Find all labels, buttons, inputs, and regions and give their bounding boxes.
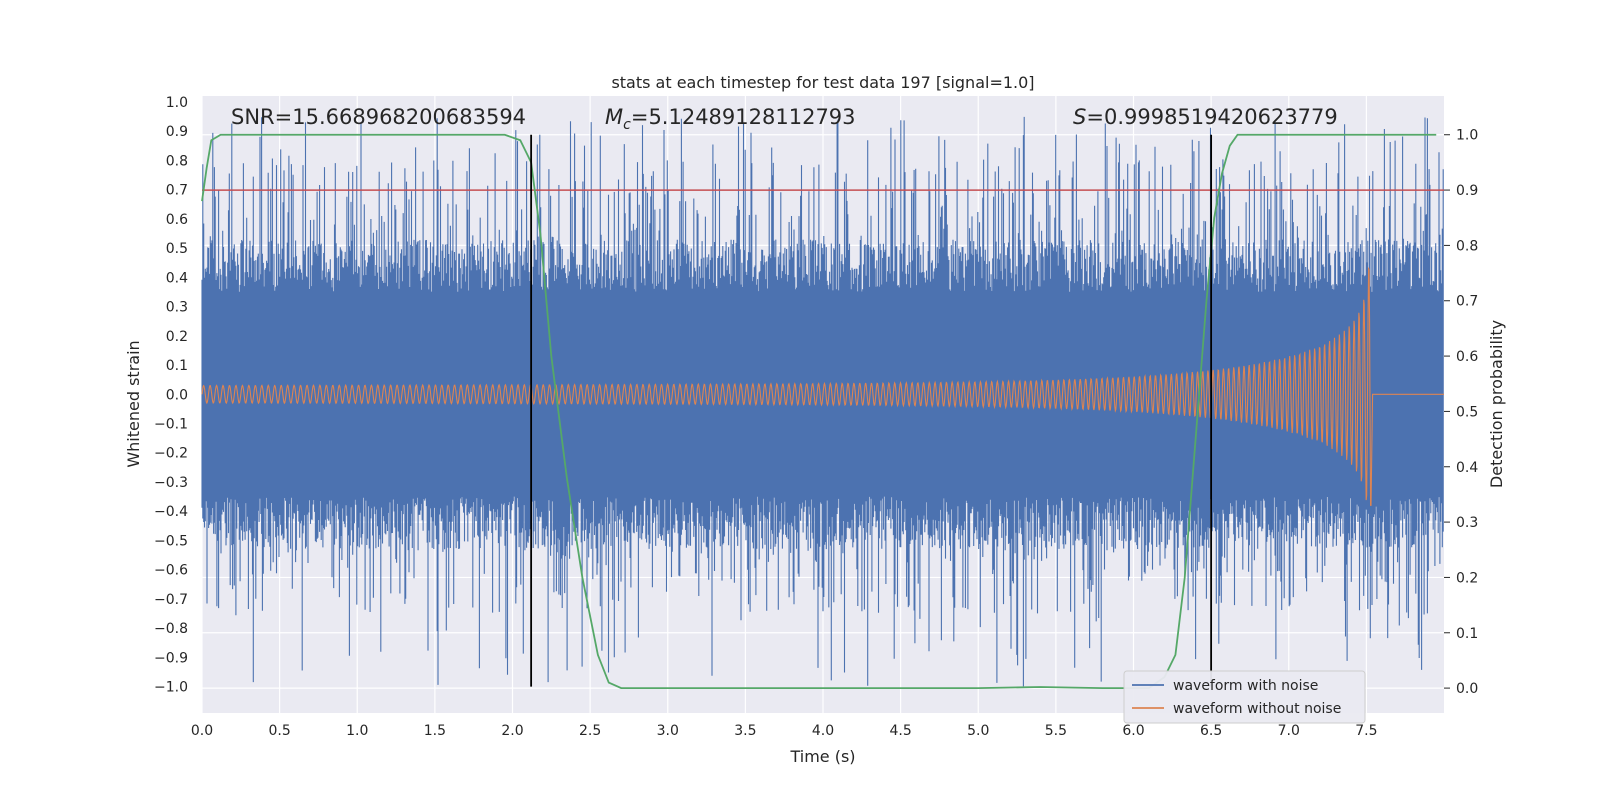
y-tick-label-left: 0.5 <box>166 241 188 257</box>
y-tick-label-right: 0.7 <box>1456 294 1478 310</box>
legend: waveform with noise waveform without noi… <box>1123 670 1366 724</box>
annotation-snr: SNR=15.668968200683594 <box>231 105 526 129</box>
y-tick-label-left: −0.8 <box>154 621 188 637</box>
annotation-s-value: 0.9998519420623779 <box>1104 105 1338 129</box>
y-tick-label-right: 1.0 <box>1456 128 1478 144</box>
y-axis-label-right: Detection probability <box>1487 320 1506 488</box>
annotation-s-prefix: S <box>1073 105 1086 129</box>
clean-waveform-series <box>201 266 1444 506</box>
y-tick-label-left: −0.7 <box>154 592 188 608</box>
y-tick-label-left: 0.1 <box>166 358 188 374</box>
annotation-snr-value: 15.668968200683594 <box>292 105 526 129</box>
annotation-chirp-mass: Mc=5.12489128112793 <box>605 105 856 133</box>
x-tick-label: 0.0 <box>191 723 213 739</box>
y-tick-label-left: 0.8 <box>166 153 188 169</box>
y-tick-label-left: −0.3 <box>154 475 188 491</box>
annotation-mc-equals: = <box>631 105 649 129</box>
x-axis-label: Time (s) <box>789 747 855 766</box>
y-tick-label-left: 0.2 <box>166 329 188 345</box>
y-axis-label-left: Whitened strain <box>124 340 143 467</box>
x-tick-label: 5.5 <box>1045 723 1067 739</box>
y-tick-label-left: −0.4 <box>154 504 188 520</box>
y-tick-label-left: 0.3 <box>166 300 188 316</box>
detection-probability-line <box>201 133 1437 689</box>
y-tick-label-right: 0.4 <box>1456 460 1478 476</box>
y-tick-label-left: 0.9 <box>166 124 188 140</box>
x-tick-label: 4.0 <box>812 723 834 739</box>
y-tick-label-right: 0.6 <box>1456 349 1478 365</box>
x-tick-label: 2.0 <box>501 723 523 739</box>
axes-layer: 0.0 0.5 1.0 1.5 2.0 2.5 3.0 3.5 4.0 4.5 5.0 5.5 6.0 6… <box>154 95 1478 739</box>
x-tick-label: 7.5 <box>1355 723 1377 739</box>
y-tick-label-right: 0.8 <box>1456 238 1478 254</box>
legend-label-noisy: waveform with noise <box>1173 678 1318 694</box>
y-tick-label-left: −0.9 <box>154 650 188 666</box>
annotation-score: S=0.9998519420623779 <box>1073 105 1338 129</box>
y-tick-label-left: 0.6 <box>166 212 188 228</box>
y-tick-label-left: −1.0 <box>154 680 188 696</box>
y-tick-label-left: −0.5 <box>154 533 188 549</box>
chart-title: stats at each timestep for test data 197… <box>611 73 1034 92</box>
x-tick-label: 6.5 <box>1200 723 1222 739</box>
annotations: SNR=15.668968200683594 Mc=5.124891281127… <box>231 105 1338 133</box>
x-tick-label: 3.5 <box>734 723 756 739</box>
x-tick-label: 0.5 <box>268 723 290 739</box>
y-tick-label-left: −0.1 <box>154 417 188 433</box>
annotation-mc-prefix: M <box>605 105 623 129</box>
y-tick-label-right: 0.3 <box>1456 515 1478 531</box>
y-tick-label-right: 0.1 <box>1456 626 1478 642</box>
y-tick-label-right: 0.5 <box>1456 404 1478 420</box>
x-tick-label: 4.5 <box>889 723 911 739</box>
y-tick-label-left: 0.4 <box>166 270 188 286</box>
y-tick-label-left: 0.0 <box>166 387 188 403</box>
y-tick-label-left: −0.2 <box>154 446 188 462</box>
y-tick-label-left: 1.0 <box>166 95 188 111</box>
overlay-layer <box>201 133 1444 689</box>
x-tick-label: 5.0 <box>967 723 989 739</box>
x-tick-label: 7.0 <box>1278 723 1300 739</box>
y-tick-label-right: 0.9 <box>1456 183 1478 199</box>
y-tick-label-right: 0.0 <box>1456 681 1478 697</box>
annotation-mc-value: 5.12489128112793 <box>648 105 855 129</box>
annotation-s-equals: = <box>1086 105 1104 129</box>
y-tick-label-left: −0.6 <box>154 563 188 579</box>
x-tick-label: 6.0 <box>1122 723 1144 739</box>
y-tick-label-left: 0.7 <box>166 183 188 199</box>
legend-label-clean: waveform without noise <box>1173 701 1341 717</box>
y-tick-label-right: 0.2 <box>1456 570 1478 586</box>
annotation-mc-subscript: c <box>623 117 631 133</box>
clean-waveform-line <box>201 266 1444 506</box>
x-tick-label: 1.0 <box>346 723 368 739</box>
annotation-snr-prefix: SNR= <box>231 105 292 129</box>
legend-box <box>1123 670 1366 724</box>
x-tick-label: 1.5 <box>424 723 446 739</box>
x-tick-label: 2.5 <box>579 723 601 739</box>
x-tick-label: 3.0 <box>657 723 679 739</box>
